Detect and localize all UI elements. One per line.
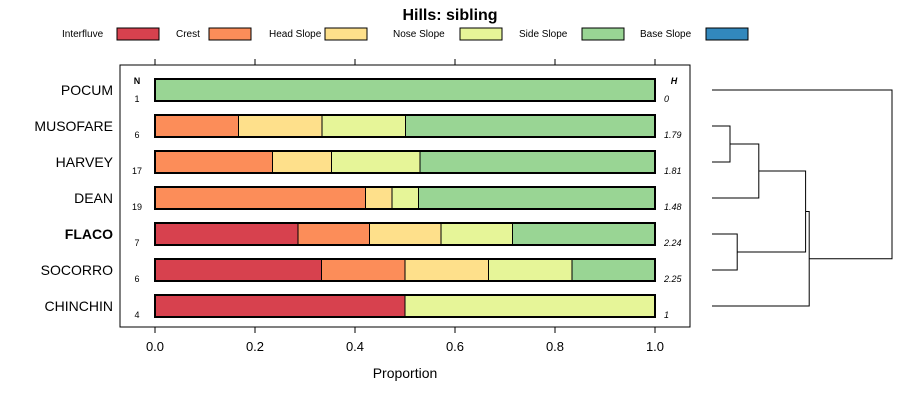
n-value-harvey: 17 bbox=[132, 166, 142, 176]
bar-segment-pocum-side-slope bbox=[154, 78, 656, 102]
bar-segment-harvey-side-slope bbox=[419, 150, 656, 174]
row-label-flaco: FLACO bbox=[65, 226, 113, 242]
dendro-link-mid bbox=[737, 170, 807, 253]
legend-swatch-head-slope bbox=[324, 27, 368, 41]
dendrogram bbox=[712, 89, 893, 307]
row-label-pocum: POCUM bbox=[61, 82, 113, 98]
bar-segment-flaco-crest bbox=[297, 222, 370, 246]
legend-label-crest: Crest bbox=[176, 29, 200, 40]
plot-frame bbox=[119, 64, 691, 328]
bar-segment-socorro-crest bbox=[321, 258, 406, 282]
bar-segment-socorro-nose-slope bbox=[488, 258, 573, 282]
bar-segment-socorro-head-slope bbox=[404, 258, 489, 282]
bar-segment-chinchin-nose-slope bbox=[404, 294, 656, 318]
x-tick-label-5: 1.0 bbox=[646, 339, 664, 354]
legend-label-base-slope: Base Slope bbox=[640, 29, 692, 40]
bar-segment-flaco-nose-slope bbox=[440, 222, 513, 246]
legend-label-interfluve: Interfluve bbox=[62, 29, 104, 40]
bar-outline-socorro bbox=[154, 258, 656, 282]
h-value-chinchin: 1 bbox=[664, 310, 669, 320]
h-column-header: H bbox=[671, 76, 678, 86]
h-value-dean: 1.48 bbox=[664, 202, 682, 212]
h-value-musofare: 1.79 bbox=[664, 130, 682, 140]
dendro-link-root bbox=[712, 89, 893, 260]
legend-label-head-slope: Head Slope bbox=[269, 29, 322, 40]
dendro-link-chinchin bbox=[712, 211, 810, 307]
bar-outline-musofare bbox=[154, 114, 656, 138]
h-value-pocum: 0 bbox=[664, 94, 669, 104]
x-axis-title: Proportion bbox=[373, 365, 438, 381]
x-tick-label-0: 0.0 bbox=[146, 339, 164, 354]
x-tick-label-4: 0.8 bbox=[546, 339, 564, 354]
legend-swatch-base-slope bbox=[705, 27, 749, 41]
legend-swatch-side-slope bbox=[581, 27, 625, 41]
legend-swatch-interfluve bbox=[116, 27, 160, 41]
bar-segment-socorro-interfluve bbox=[154, 258, 322, 282]
row-label-harvey: HARVEY bbox=[56, 154, 114, 170]
bar-segment-flaco-head-slope bbox=[369, 222, 442, 246]
bar-segment-dean-crest bbox=[154, 186, 366, 210]
x-tick-label-2: 0.4 bbox=[346, 339, 364, 354]
n-value-socorro: 6 bbox=[134, 274, 139, 284]
bar-outline-chinchin bbox=[154, 294, 656, 318]
bar-segment-harvey-head-slope bbox=[272, 150, 332, 174]
bar-segment-musofare-crest bbox=[154, 114, 239, 138]
h-value-flaco: 2.24 bbox=[663, 238, 682, 248]
n-value-dean: 19 bbox=[132, 202, 142, 212]
bar-segment-chinchin-interfluve bbox=[154, 294, 406, 318]
bar-segment-dean-nose-slope bbox=[391, 186, 419, 210]
dendro-link-musofare-harvey bbox=[712, 125, 731, 163]
bar-outline-pocum bbox=[154, 78, 656, 102]
legend-label-nose-slope: Nose Slope bbox=[393, 29, 445, 40]
bar-segment-flaco-interfluve bbox=[154, 222, 299, 246]
bar-segment-harvey-nose-slope bbox=[331, 150, 421, 174]
x-tick-label-3: 0.6 bbox=[446, 339, 464, 354]
bar-outline-flaco bbox=[154, 222, 656, 246]
bar-segment-musofare-head-slope bbox=[238, 114, 323, 138]
h-value-harvey: 1.81 bbox=[664, 166, 682, 176]
row-label-dean: DEAN bbox=[74, 190, 113, 206]
chart-title: Hills: sibling bbox=[402, 7, 497, 24]
bar-segment-musofare-side-slope bbox=[405, 114, 656, 138]
bar-segment-dean-side-slope bbox=[418, 186, 656, 210]
n-column-header: N bbox=[134, 76, 141, 86]
bar-segment-dean-head-slope bbox=[365, 186, 393, 210]
bar-segment-harvey-crest bbox=[154, 150, 273, 174]
legend-label-side-slope: Side Slope bbox=[519, 29, 568, 40]
dendro-link-flaco-socorro bbox=[712, 233, 738, 271]
row-label-musofare: MUSOFARE bbox=[34, 118, 113, 134]
n-value-musofare: 6 bbox=[134, 130, 139, 140]
bar-outline-harvey bbox=[154, 150, 656, 174]
row-label-socorro: SOCORRO bbox=[41, 262, 113, 278]
legend-swatch-crest bbox=[208, 27, 252, 41]
x-tick-label-1: 0.2 bbox=[246, 339, 264, 354]
bar-segment-musofare-nose-slope bbox=[321, 114, 406, 138]
n-value-chinchin: 4 bbox=[134, 310, 139, 320]
n-value-pocum: 1 bbox=[134, 94, 139, 104]
legend: Interfluve Crest Head Slope Nose Slope Side … bbox=[62, 27, 749, 41]
row-label-chinchin: CHINCHIN bbox=[45, 298, 113, 314]
bar-segment-socorro-side-slope bbox=[571, 258, 656, 282]
dendro-link-dean bbox=[712, 143, 760, 199]
n-value-flaco: 7 bbox=[134, 238, 139, 248]
legend-swatch-nose-slope bbox=[459, 27, 503, 41]
bar-outline-dean bbox=[154, 186, 656, 210]
h-value-socorro: 2.25 bbox=[663, 274, 683, 284]
bar-segment-flaco-side-slope bbox=[512, 222, 656, 246]
x-axis: 0.0 0.2 0.4 0.6 0.8 1.0 bbox=[146, 59, 664, 354]
